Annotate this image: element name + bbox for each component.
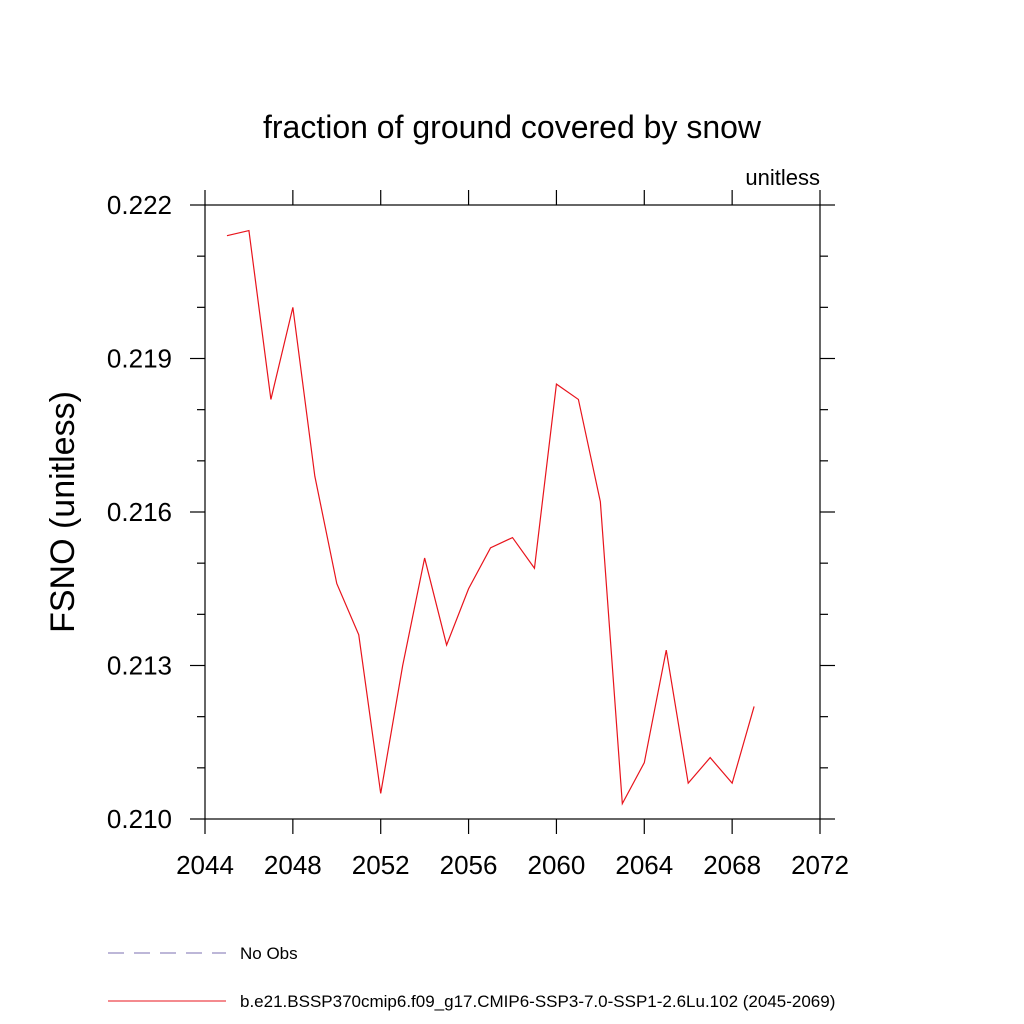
- x-tick-label: 2064: [615, 850, 673, 880]
- plot-frame: [204, 204, 821, 820]
- x-tick-label: 2044: [176, 850, 234, 880]
- x-tick-label: 2072: [791, 850, 849, 880]
- chart-title: fraction of ground covered by snow: [263, 109, 762, 145]
- axis-ticks: [190, 190, 835, 834]
- legend: No Obs b.e21.BSSP370cmip6.f09_g17.CMIP6-S…: [108, 944, 835, 1011]
- x-tick-label: 2056: [440, 850, 498, 880]
- y-tick-label: 0.222: [107, 190, 172, 220]
- y-tick-label: 0.210: [107, 804, 172, 834]
- legend-label: No Obs: [240, 944, 298, 963]
- series-layer: [226, 229, 755, 806]
- x-tick-label: 2060: [528, 850, 586, 880]
- series-line: [226, 229, 755, 806]
- legend-label: b.e21.BSSP370cmip6.f09_g17.CMIP6-SSP3-7.…: [240, 992, 835, 1011]
- x-tick-label: 2068: [703, 850, 761, 880]
- units-label: unitless: [745, 165, 820, 190]
- axis-tick-labels: 2044 2048 2052 2056 2060 2064 2068 2072 0.210 0.2…: [107, 190, 849, 880]
- y-tick-label: 0.219: [107, 344, 172, 374]
- y-tick-label: 0.213: [107, 651, 172, 681]
- x-tick-label: 2048: [264, 850, 322, 880]
- x-tick-label: 2052: [352, 850, 410, 880]
- y-axis-label: FSNO (unitless): [44, 391, 82, 633]
- y-tick-label: 0.216: [107, 497, 172, 527]
